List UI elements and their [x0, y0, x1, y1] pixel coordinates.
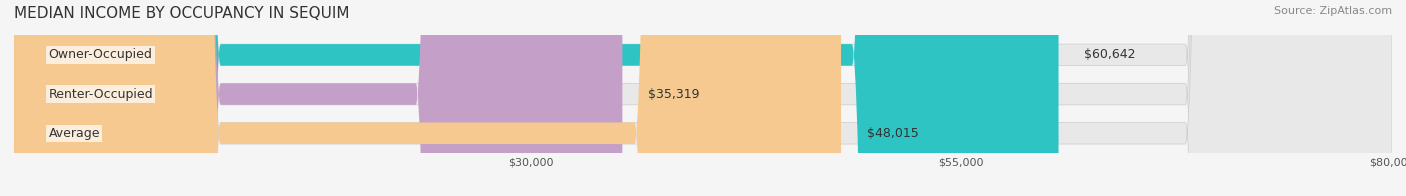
FancyBboxPatch shape — [14, 0, 1392, 196]
FancyBboxPatch shape — [14, 0, 1059, 196]
Text: Average: Average — [48, 127, 100, 140]
FancyBboxPatch shape — [14, 0, 1392, 196]
Text: Source: ZipAtlas.com: Source: ZipAtlas.com — [1274, 6, 1392, 16]
Text: $60,642: $60,642 — [1084, 48, 1136, 61]
Text: $35,319: $35,319 — [648, 88, 700, 101]
FancyBboxPatch shape — [14, 0, 1392, 196]
FancyBboxPatch shape — [14, 0, 623, 196]
Text: Renter-Occupied: Renter-Occupied — [48, 88, 153, 101]
Text: Owner-Occupied: Owner-Occupied — [48, 48, 152, 61]
Text: MEDIAN INCOME BY OCCUPANCY IN SEQUIM: MEDIAN INCOME BY OCCUPANCY IN SEQUIM — [14, 6, 350, 21]
Text: $48,015: $48,015 — [868, 127, 918, 140]
FancyBboxPatch shape — [14, 0, 841, 196]
